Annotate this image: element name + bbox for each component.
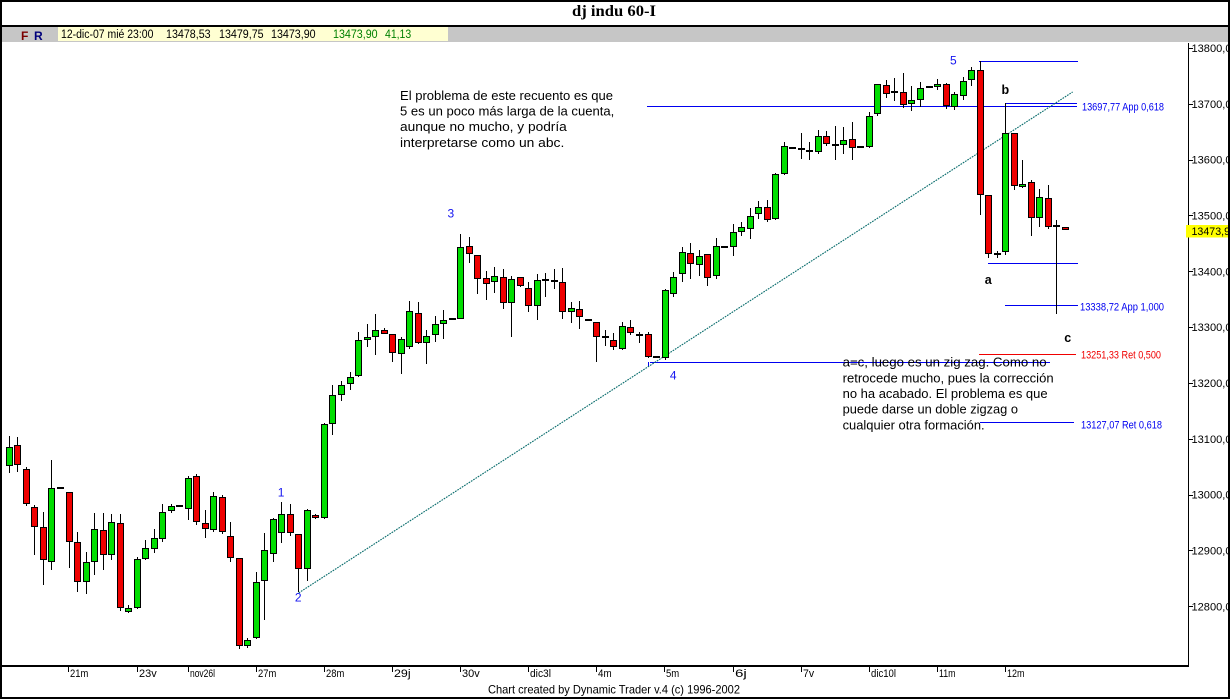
svg-text:41,13: 41,13 [385,29,411,41]
svg-text:aunque no mucho, y podría: aunque no mucho, y podría [400,119,567,134]
svg-text:4m: 4m [598,668,612,680]
svg-text:puede darse un doble zigzag o: puede darse un doble zigzag o [843,402,1018,417]
svg-text:cualquier otra formación.: cualquier otra formación. [843,417,985,432]
svg-text:11m: 11m [939,668,956,680]
svg-text:dic3l: dic3l [530,668,551,680]
svg-text:6j: 6j [735,668,747,680]
svg-text:no ha acabado. El problema es: no ha acabado. El problema es que [843,386,1048,401]
svg-text:1: 1 [278,486,285,500]
svg-text:nov26l: nov26l [190,668,215,680]
svg-text:7v: 7v [803,668,815,680]
svg-text:13251,33 Ret 0,500: 13251,33 Ret 0,500 [1081,349,1161,361]
svg-text:13500,0: 13500,0 [1192,210,1230,222]
svg-text:dj indu 60-I: dj indu 60-I [572,3,656,20]
svg-text:El problema de este recuento e: El problema de este recuento es que [400,88,613,103]
svg-text:13400,0: 13400,0 [1192,266,1230,278]
svg-text:13600,0: 13600,0 [1192,155,1230,167]
svg-text:23v: 23v [139,668,157,680]
svg-text:a=c, luego es un zig zag. Como: a=c, luego es un zig zag. Como no [843,355,1047,370]
svg-text:13100,0: 13100,0 [1192,434,1230,446]
svg-text:13473,90: 13473,90 [271,29,316,41]
svg-text:13338,72 App 1,000: 13338,72 App 1,000 [1080,301,1164,313]
svg-text:13800,0: 13800,0 [1192,43,1230,55]
svg-text:5m: 5m [666,668,679,680]
svg-text:3: 3 [448,207,455,221]
svg-text:retrocede mucho, pues la corre: retrocede mucho, pues la corrección [843,370,1054,385]
svg-text:13200,0: 13200,0 [1192,378,1230,390]
svg-text:12900,0: 12900,0 [1192,546,1230,558]
svg-text:5 es un poco más larga de la c: 5 es un poco más larga de la cuenta, [400,104,614,119]
svg-text:12m: 12m [1007,668,1025,680]
svg-text:12800,0: 12800,0 [1192,601,1230,613]
svg-text:13300,0: 13300,0 [1192,322,1230,334]
svg-text:b: b [1002,83,1010,97]
svg-text:28m: 28m [326,668,344,680]
svg-text:13473,90: 13473,90 [333,29,378,41]
svg-text:5: 5 [950,53,957,67]
svg-text:13127,07 Ret 0,618: 13127,07 Ret 0,618 [1081,419,1162,431]
svg-text:13479,75: 13479,75 [219,29,264,41]
svg-text:interpretarse como un abc.: interpretarse como un abc. [400,135,564,150]
svg-text:a: a [985,273,993,287]
svg-text:c: c [1064,331,1071,345]
svg-text:13478,53: 13478,53 [166,29,211,41]
svg-text:12-dic-07 mié 23:00: 12-dic-07 mié 23:00 [61,29,153,41]
svg-text:13700,0: 13700,0 [1192,99,1230,111]
svg-text:13697,77 App 0,618: 13697,77 App 0,618 [1082,102,1164,114]
svg-text:30v: 30v [462,668,480,680]
svg-text:21m: 21m [70,668,88,680]
svg-text:Chart created by Dynamic Trade: Chart created by Dynamic Trader v.4 (c) … [488,684,740,697]
svg-text:27m: 27m [258,668,276,680]
svg-text:13473,9: 13473,9 [1192,226,1230,238]
svg-text:29j: 29j [394,668,411,680]
svg-text:13000,0: 13000,0 [1192,490,1230,502]
svg-text:4: 4 [670,369,677,383]
svg-text:2: 2 [295,591,302,605]
svg-text:dic10l: dic10l [871,668,896,680]
